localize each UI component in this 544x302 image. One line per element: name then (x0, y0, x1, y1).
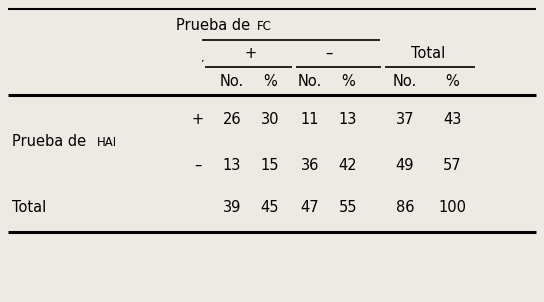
Text: Prueba de: Prueba de (12, 134, 91, 149)
Text: 86: 86 (395, 200, 414, 214)
Text: 49: 49 (395, 158, 414, 172)
Text: Prueba de: Prueba de (176, 18, 255, 34)
Text: FC: FC (257, 20, 272, 33)
Text: 11: 11 (301, 111, 319, 127)
Text: 57: 57 (443, 158, 461, 172)
Text: –: – (325, 46, 333, 60)
Text: No.: No. (220, 73, 244, 88)
Text: 100: 100 (438, 200, 466, 214)
Text: 15: 15 (261, 158, 279, 172)
Text: 13: 13 (339, 111, 357, 127)
Text: No.: No. (393, 73, 417, 88)
Text: –: – (194, 158, 202, 172)
Text: 47: 47 (301, 200, 319, 214)
Text: +: + (245, 46, 257, 60)
Text: 43: 43 (443, 111, 461, 127)
Text: 42: 42 (339, 158, 357, 172)
Text: %: % (263, 73, 277, 88)
Text: ʼ: ʼ (200, 59, 203, 69)
Text: 26: 26 (222, 111, 242, 127)
Text: No.: No. (298, 73, 322, 88)
Text: 30: 30 (261, 111, 279, 127)
Text: 45: 45 (261, 200, 279, 214)
Text: 37: 37 (395, 111, 414, 127)
Text: Total: Total (12, 200, 46, 214)
Text: +: + (192, 111, 204, 127)
Text: %: % (341, 73, 355, 88)
Text: 13: 13 (223, 158, 241, 172)
Text: 39: 39 (223, 200, 241, 214)
Text: 55: 55 (339, 200, 357, 214)
Text: HAI: HAI (97, 136, 117, 149)
Text: 36: 36 (301, 158, 319, 172)
Text: %: % (445, 73, 459, 88)
Text: Total: Total (411, 46, 445, 60)
